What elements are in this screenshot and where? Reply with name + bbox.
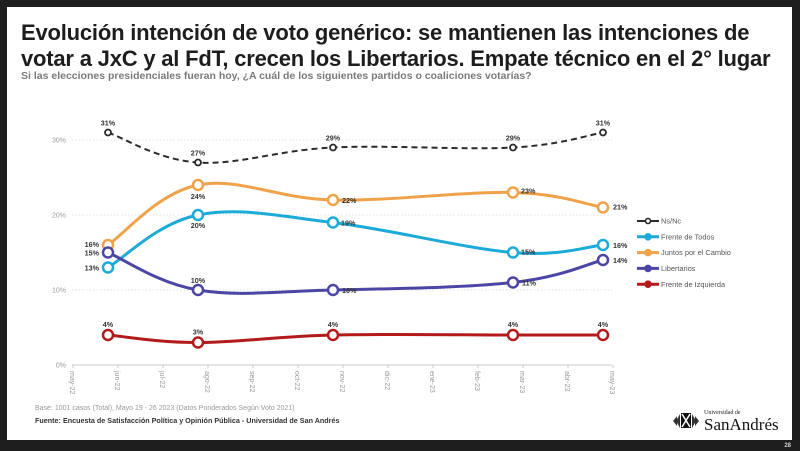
x-tick-label: nov-22 xyxy=(338,371,345,393)
data-label-libertarios: 15% xyxy=(85,249,100,258)
university-logo: Universidad de SanAndrés xyxy=(672,407,787,435)
data-label-ns-nc: 31% xyxy=(101,119,116,128)
data-point-libertarios xyxy=(101,246,115,259)
data-label-frente-de-todos: 16% xyxy=(613,241,628,250)
data-label-juntos-por-el-cambio: 22% xyxy=(342,196,357,205)
data-point-ns-nc xyxy=(329,143,337,152)
x-tick-label: ene-23 xyxy=(428,371,435,393)
page-number: 28 xyxy=(784,443,791,449)
data-label-ns-nc: 29% xyxy=(326,134,341,143)
slide-title: Evolución intención de voto genérico: se… xyxy=(21,20,771,71)
legend-marker-frente-de-izquierda xyxy=(644,280,652,289)
data-point-ns-nc xyxy=(599,128,607,137)
legend-marker-libertarios xyxy=(644,264,652,273)
data-point-libertarios xyxy=(326,283,340,297)
data-label-frente-de-izquierda: 3% xyxy=(193,328,204,337)
x-tick-label: feb-23 xyxy=(473,371,480,391)
data-point-frente-de-izquierda xyxy=(101,328,115,342)
data-label-libertarios: 10% xyxy=(342,286,357,295)
series-line-ns-nc xyxy=(107,131,604,164)
source-note: Fuente: Encuesta de Satisfacción Polític… xyxy=(35,416,340,425)
data-label-frente-de-todos: 20% xyxy=(191,221,206,230)
data-point-libertarios xyxy=(506,276,520,289)
data-point-ns-nc xyxy=(194,158,202,167)
x-tick-label: ago-22 xyxy=(203,371,210,393)
data-label-juntos-por-el-cambio: 21% xyxy=(613,203,628,212)
series-line-frente-de-izquierda xyxy=(107,332,603,345)
x-tick-label: sep-22 xyxy=(248,371,255,393)
logo-subtext: Universidad de xyxy=(704,409,741,416)
data-label-libertarios: 14% xyxy=(613,256,628,265)
slide-subtitle: Si las elecciones presidenciales fueran … xyxy=(21,70,532,82)
logo-wordmark: SanAndrés xyxy=(704,414,779,434)
x-tick-label: may-23 xyxy=(608,371,615,394)
data-label-ns-nc: 31% xyxy=(596,119,611,128)
x-tick-label: oct-22 xyxy=(293,371,300,391)
legend-label-frente-de-todos: Frente de Todos xyxy=(661,232,715,241)
data-point-frente-de-todos xyxy=(506,246,520,259)
data-point-frente-de-izquierda xyxy=(596,328,610,342)
x-tick-label: mar-23 xyxy=(518,371,525,393)
legend-marker-frente-de-todos xyxy=(644,233,652,241)
legend-marker-ns-nc xyxy=(644,217,652,225)
slide xyxy=(7,7,792,440)
data-point-juntos-por-el-cambio xyxy=(596,201,610,214)
data-point-frente-de-todos xyxy=(191,208,205,222)
y-tick-label: 0% xyxy=(56,363,66,370)
data-label-frente-de-izquierda: 4% xyxy=(508,320,519,329)
data-point-ns-nc xyxy=(509,143,517,152)
data-point-frente-de-todos xyxy=(101,261,115,274)
data-point-frente-de-todos xyxy=(326,216,340,229)
data-label-libertarios: 10% xyxy=(191,276,206,285)
data-label-frente-de-todos: 19% xyxy=(341,219,356,228)
x-tick-label: jun-22 xyxy=(113,370,120,391)
data-point-frente-de-izquierda xyxy=(326,328,340,342)
data-label-juntos-por-el-cambio: 16% xyxy=(85,240,100,249)
data-label-frente-de-izquierda: 4% xyxy=(598,320,609,329)
data-label-juntos-por-el-cambio: 23% xyxy=(521,187,536,196)
legend-label-ns-nc: Ns/Nc xyxy=(661,217,681,226)
data-label-juntos-por-el-cambio: 24% xyxy=(191,192,206,201)
legend-label-frente-de-izquierda: Frente de Izquierda xyxy=(661,280,726,289)
series-line-frente-de-todos xyxy=(107,210,604,269)
data-label-libertarios: 11% xyxy=(522,279,537,288)
x-tick-label: abr-23 xyxy=(563,371,570,391)
data-point-libertarios xyxy=(596,253,610,267)
y-tick-label: 20% xyxy=(52,213,66,220)
data-label-frente-de-todos: 13% xyxy=(85,264,100,273)
data-point-libertarios xyxy=(191,283,205,297)
data-point-ns-nc xyxy=(104,128,112,137)
data-point-frente-de-izquierda xyxy=(506,328,520,342)
base-note: Base: 1001 casos (Total), Mayo 19 - 26 2… xyxy=(35,405,295,412)
legend-marker-juntos-por-el-cambio xyxy=(644,248,652,257)
data-point-juntos-por-el-cambio xyxy=(191,178,205,192)
data-point-juntos-por-el-cambio xyxy=(506,186,520,199)
x-tick-label: dic-22 xyxy=(383,371,390,390)
data-point-juntos-por-el-cambio xyxy=(326,193,340,207)
data-point-frente-de-todos xyxy=(596,238,610,252)
data-label-frente-de-todos: 15% xyxy=(521,248,536,257)
data-point-frente-de-izquierda xyxy=(191,336,205,349)
data-label-frente-de-izquierda: 4% xyxy=(103,320,114,329)
y-tick-label: 10% xyxy=(52,288,66,295)
data-label-ns-nc: 29% xyxy=(506,134,521,143)
legend-label-libertarios: Libertarios xyxy=(661,264,696,273)
data-label-frente-de-izquierda: 4% xyxy=(328,320,339,329)
x-tick-label: may-22 xyxy=(68,371,75,394)
legend-label-juntos-por-el-cambio: Juntos por el Cambio xyxy=(661,248,731,257)
x-tick-label: jul-22 xyxy=(158,370,165,388)
data-label-ns-nc: 27% xyxy=(191,149,206,158)
crest-icon xyxy=(673,413,699,428)
y-tick-label: 30% xyxy=(52,138,66,145)
